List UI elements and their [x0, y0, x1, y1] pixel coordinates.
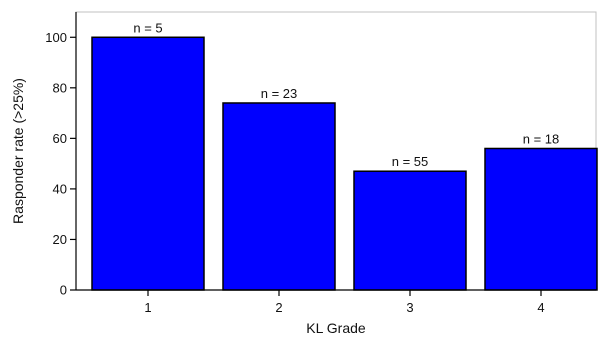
bars-group — [91, 36, 598, 291]
bar-data-label: n = 55 — [392, 154, 429, 169]
x-tick-label: 4 — [537, 300, 544, 315]
bar-labels-group: n = 5 n = 23 n = 55 n = 18 — [133, 20, 559, 169]
bar-data-label: n = 23 — [261, 86, 298, 101]
bar-data-label: n = 5 — [133, 20, 162, 35]
x-tick-label: 1 — [144, 300, 151, 315]
x-axis: 1 2 3 4 — [76, 289, 596, 315]
bar — [222, 102, 336, 291]
y-tick-label: 80 — [53, 80, 67, 95]
y-tick-label: 100 — [45, 30, 67, 45]
bar — [484, 147, 598, 291]
x-tick-label: 3 — [406, 300, 413, 315]
bar — [91, 36, 205, 291]
y-tick-label: 40 — [53, 181, 67, 196]
bar-data-label: n = 18 — [523, 131, 560, 146]
y-tick-label: 60 — [53, 131, 67, 146]
y-tick-label: 0 — [60, 283, 67, 298]
y-axis: 0 20 40 60 80 100 — [45, 12, 77, 298]
y-tick-label: 20 — [53, 232, 67, 247]
bar — [353, 170, 467, 291]
y-axis-label: Rasponder rate (>25%) — [10, 78, 26, 224]
x-axis-label: KL Grade — [306, 320, 366, 336]
x-tick-label: 2 — [275, 300, 282, 315]
